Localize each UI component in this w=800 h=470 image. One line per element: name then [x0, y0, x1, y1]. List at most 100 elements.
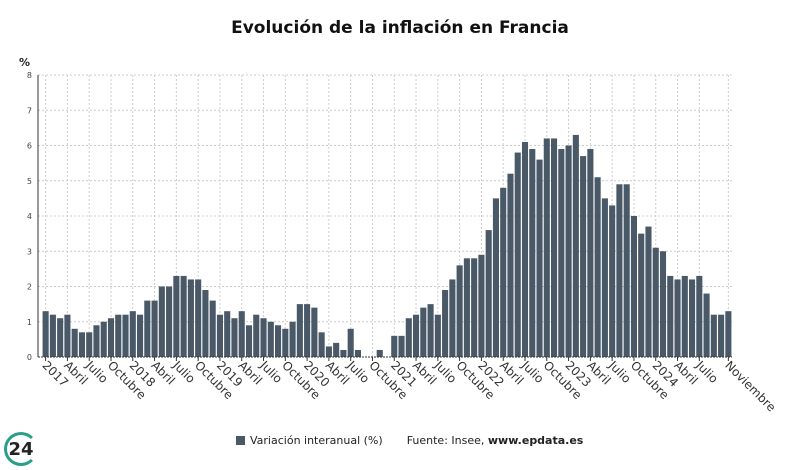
- bar: [231, 318, 238, 357]
- bar: [267, 321, 274, 357]
- bar: [420, 307, 427, 357]
- source-link[interactable]: www.epdata.es: [487, 434, 584, 447]
- y-tick-label: 1: [27, 318, 32, 327]
- bar: [652, 247, 659, 357]
- bar: [376, 349, 383, 357]
- bar: [122, 314, 129, 357]
- y-tick-label: 4: [27, 212, 32, 221]
- bar: [296, 304, 303, 357]
- x-tick-label: Julio: [82, 358, 110, 386]
- bar: [78, 332, 85, 357]
- bar: [180, 275, 187, 357]
- bar: [681, 275, 688, 357]
- bar: [100, 321, 107, 357]
- bar: [594, 177, 601, 357]
- bar: [551, 138, 558, 357]
- bar: [275, 325, 282, 357]
- bar: [427, 304, 434, 357]
- bar: [260, 318, 267, 357]
- bar: [71, 328, 78, 357]
- bar: [57, 318, 64, 357]
- bar: [253, 314, 260, 357]
- bar: [718, 314, 725, 357]
- source: Fuente: Insee, www.epdata.es: [407, 434, 584, 447]
- x-tick-label: Julio: [692, 358, 720, 386]
- bar: [601, 198, 608, 357]
- bar: [580, 156, 587, 357]
- bar: [616, 184, 623, 357]
- bar: [354, 349, 361, 357]
- logo: 24: [4, 432, 38, 466]
- bar: [86, 332, 93, 357]
- bar: [347, 328, 354, 357]
- bar: [456, 265, 463, 357]
- bar: [696, 275, 703, 357]
- bar: [289, 321, 296, 357]
- bar: [224, 311, 231, 357]
- bar: [710, 314, 717, 357]
- bar: [173, 275, 180, 357]
- bar: [587, 149, 594, 357]
- bar: [500, 187, 507, 357]
- bar: [238, 311, 245, 357]
- y-axis-unit: %: [19, 56, 31, 69]
- bar: [434, 314, 441, 357]
- source-prefix: Fuente: Insee,: [406, 434, 488, 447]
- bar: [442, 290, 449, 357]
- bar: [64, 314, 71, 357]
- bar: [623, 184, 630, 357]
- bar: [158, 286, 165, 357]
- bar: [311, 307, 318, 357]
- bar: [195, 279, 202, 357]
- y-tick-label: 8: [27, 71, 32, 80]
- x-tick-label: Julio: [257, 358, 285, 386]
- y-tick-label: 6: [27, 142, 32, 151]
- bar: [49, 314, 56, 357]
- bar: [151, 300, 158, 357]
- bar: [630, 216, 637, 357]
- bar: [318, 332, 325, 357]
- y-tick-label: 3: [27, 247, 32, 256]
- bar: [93, 325, 100, 357]
- x-tick-label: Julio: [170, 358, 198, 386]
- y-tick-label: 7: [27, 106, 32, 115]
- bar: [725, 311, 732, 357]
- y-tick-label: 2: [27, 283, 32, 292]
- bar: [667, 275, 674, 357]
- bar: [558, 149, 565, 357]
- bar: [107, 318, 115, 357]
- bar: [129, 311, 136, 357]
- bar: [137, 314, 144, 357]
- bar: [659, 251, 667, 357]
- bar: [565, 145, 572, 357]
- legend-swatch: [236, 436, 245, 445]
- bar: [398, 335, 405, 357]
- bar: [333, 342, 340, 357]
- x-tick-label: Julio: [605, 358, 633, 386]
- bar: [463, 258, 470, 357]
- bar: [340, 349, 347, 357]
- bar: [115, 314, 122, 357]
- bar: [529, 149, 536, 357]
- bar: [216, 314, 223, 357]
- bar: [471, 258, 478, 357]
- bar: [572, 134, 579, 357]
- bar: [536, 159, 543, 357]
- bar: [521, 141, 529, 357]
- bar: [325, 346, 332, 357]
- y-tick-label: 0: [27, 353, 32, 362]
- bar: [209, 300, 216, 357]
- bar: [187, 279, 194, 357]
- legend: Variación interanual (%) Fuente: Insee, …: [236, 434, 583, 447]
- bar: [42, 311, 49, 357]
- bar: [144, 300, 151, 357]
- bar: [689, 279, 696, 357]
- y-tick-label: 5: [27, 177, 32, 186]
- bar: [543, 138, 550, 357]
- bar: [405, 318, 412, 357]
- bar: [507, 173, 514, 357]
- x-tick-label: Julio: [344, 358, 372, 386]
- bar: [391, 335, 398, 357]
